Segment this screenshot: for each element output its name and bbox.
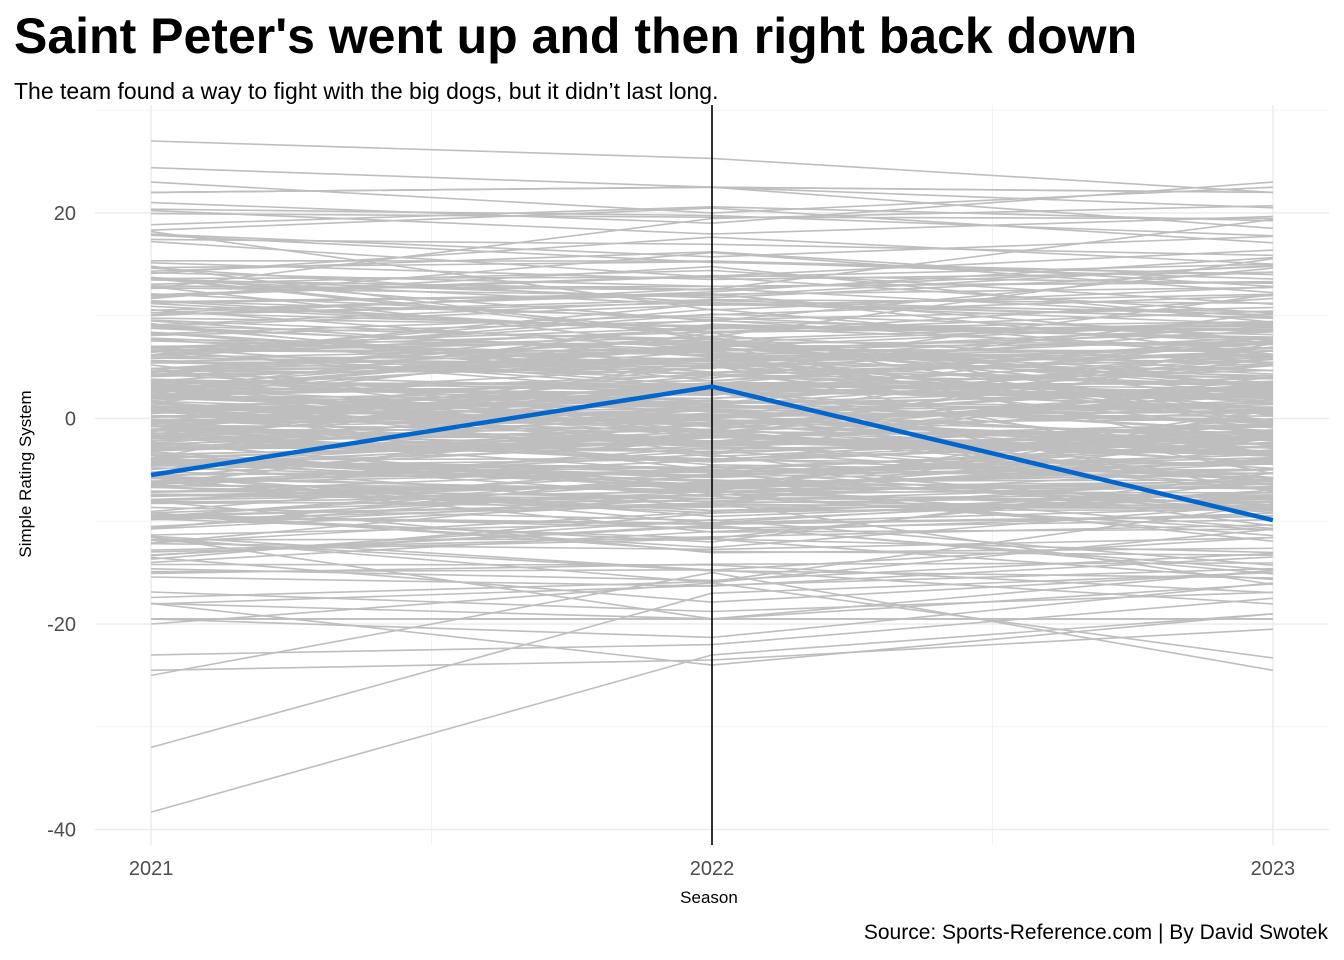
chart-title: Saint Peter's went up and then right bac… [14,8,1138,64]
x-axis-ticks: 2021 2022 2023 [129,858,1295,880]
x-axis-title: Season [680,888,738,907]
source-caption: Source: Sports-Reference.com | By David … [863,921,1328,944]
y-tick-label: -20 [47,614,76,636]
y-tick-label: 0 [65,408,76,430]
x-tick-label: 2021 [129,858,174,880]
y-tick-label: 20 [54,203,76,225]
y-axis-title: Simple Rating System [16,390,35,557]
x-tick-label: 2023 [1251,858,1296,880]
highlight-series-group [150,384,1274,523]
y-tick-label: -40 [47,820,76,842]
y-axis-ticks: -40 -20 0 20 [47,203,76,842]
x-tick-label: 2022 [690,858,735,880]
highlight-series-line [150,384,1274,523]
chart-subtitle: The team found a way to fight with the b… [14,78,719,104]
